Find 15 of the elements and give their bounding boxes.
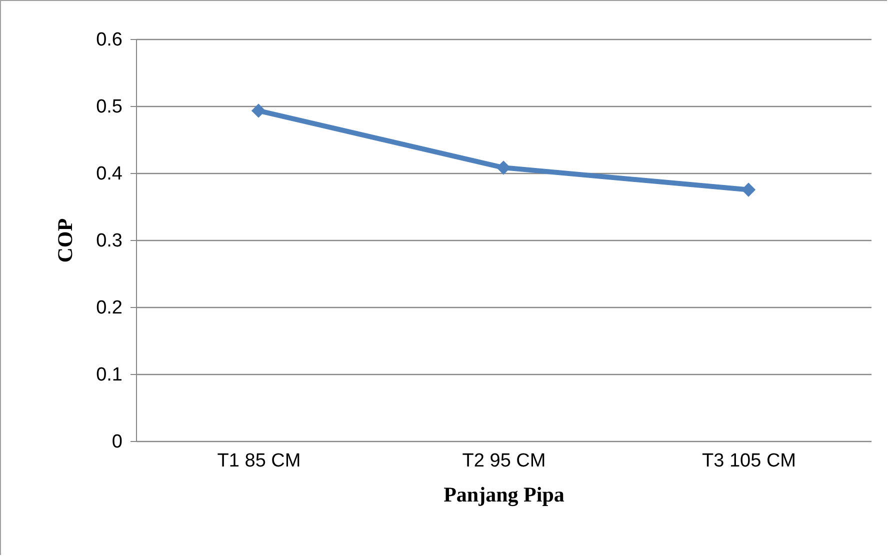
y-tick-label: 0.4 [96,164,123,184]
x-tick-label: T1 85 CM [217,450,301,472]
y-tick-label: 0 [112,432,122,452]
y-tick-label: 0.6 [96,30,122,50]
point [251,104,266,118]
y-tick-label: 0.5 [96,96,122,118]
y-axis-title: COP [53,218,78,263]
point [741,182,756,197]
point [496,160,511,175]
y-tick-label: 0.1 [96,364,122,386]
x-axis-title: Panjang Pipa [444,482,565,506]
y-tick-label: 0.3 [96,230,122,252]
y-tick-label: 0.2 [96,298,122,318]
x-tick-label: T2 95 CM [462,450,546,472]
x-tick-label: T3 105 CM [702,450,796,472]
